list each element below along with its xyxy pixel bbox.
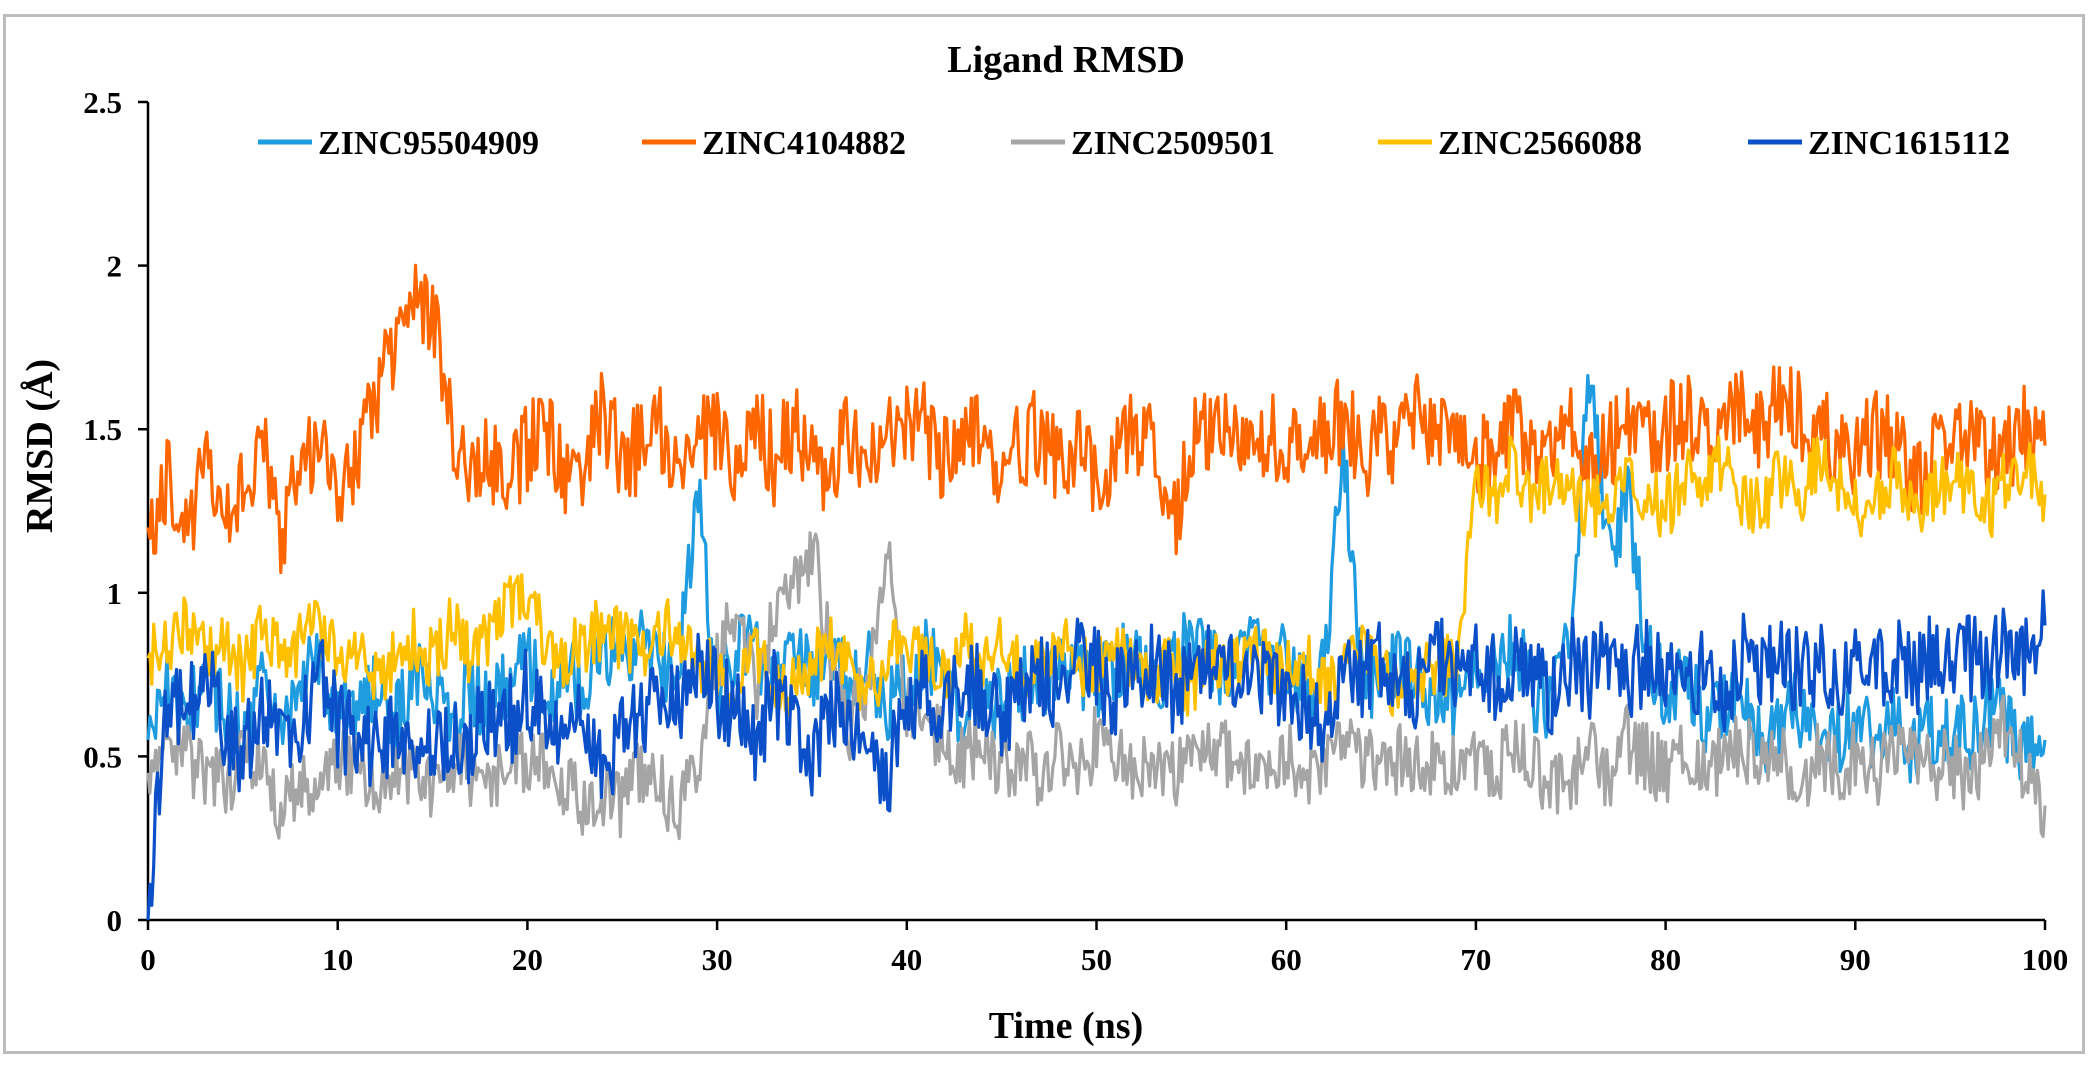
y-tick-label: 1 [107, 576, 123, 611]
y-tick-label: 0 [107, 903, 123, 938]
chart-title: Ligand RMSD [947, 39, 1185, 81]
y-tick-label: 2.5 [83, 85, 122, 120]
series-layer [146, 263, 2047, 921]
y-axis-label: RMSD (Å) [19, 359, 61, 533]
x-tick-label: 70 [1460, 942, 1491, 977]
y-tick-label: 0.5 [83, 739, 122, 774]
series-line-zinc4104882 [146, 263, 2047, 575]
x-tick-label: 40 [891, 942, 922, 977]
y-tick-label: 2 [107, 249, 123, 284]
legend-label-zinc2566088: ZINC2566088 [1438, 125, 1642, 162]
chart-frame [3, 14, 2085, 1054]
x-tick-label: 90 [1840, 942, 1871, 977]
x-tick-label: 10 [322, 942, 353, 977]
x-tick-label: 60 [1271, 942, 1302, 977]
x-tick-label: 20 [512, 942, 543, 977]
legend-label-zinc2509501: ZINC2509501 [1071, 125, 1275, 162]
legend-label-zinc95504909: ZINC95504909 [318, 125, 539, 162]
x-tick-label: 80 [1650, 942, 1681, 977]
x-tick-label: 100 [2022, 942, 2069, 977]
legend-label-zinc1615112: ZINC1615112 [1808, 125, 2010, 162]
legend-label-zinc4104882: ZINC4104882 [702, 125, 906, 162]
axes: 0 0.5 1 1.5 2 2.5 0 10 20 30 40 50 60 70 80 90 100 [83, 85, 2068, 977]
x-tick-label: 0 [140, 942, 156, 977]
x-tick-label: 30 [702, 942, 733, 977]
y-tick-label: 1.5 [83, 412, 122, 447]
x-tick-label: 50 [1081, 942, 1112, 977]
x-axis-label: Time (ns) [989, 1005, 1143, 1047]
legend: ZINC95504909 ZINC4104882 ZINC2509501 ZINC25… [258, 125, 2010, 162]
series-line-zinc1615112 [146, 589, 2047, 921]
